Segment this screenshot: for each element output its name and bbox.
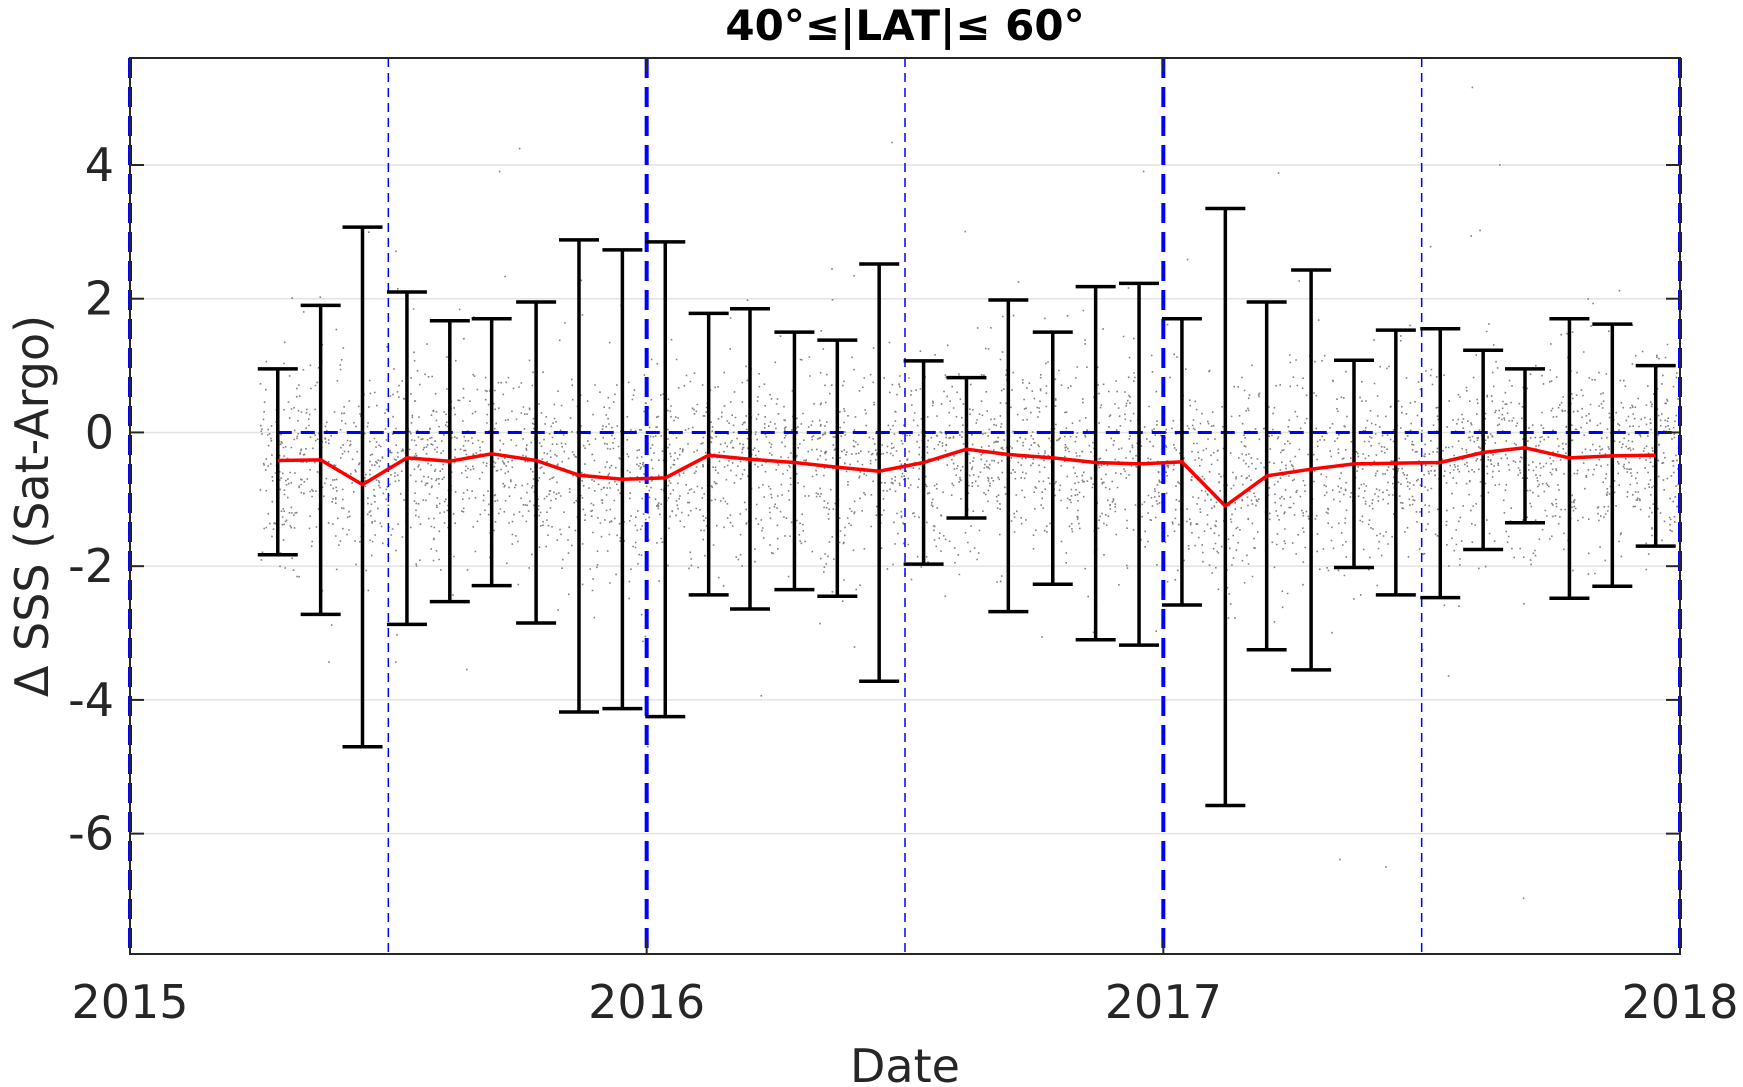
errorbar — [342, 225, 383, 749]
x-tick-label: 2017 — [1105, 975, 1222, 1029]
y-axis-label: Δ SSS (Sat-Argo) — [5, 315, 59, 697]
x-tick-label: 2018 — [1621, 975, 1738, 1029]
mean-line — [277, 446, 1656, 508]
x-tick-label: 2015 — [71, 975, 188, 1029]
y-tick-label: -4 — [68, 673, 114, 727]
x-tick-labels: 2015 2016 2017 2018 — [71, 975, 1738, 1029]
errorbar — [1463, 348, 1504, 552]
mean-line-path — [277, 446, 1656, 508]
errorbar — [516, 300, 557, 625]
y-tick-label: -6 — [68, 807, 114, 861]
y-tick-label: -2 — [68, 539, 114, 593]
y-tick-labels: -6 -4 -2 0 2 4 — [68, 138, 114, 861]
errorbar — [1505, 367, 1545, 525]
errorbar — [1635, 363, 1676, 548]
x-axis-label: Date — [850, 1039, 960, 1087]
chart-title: 40°≤|LAT|≤ 60° — [725, 1, 1084, 50]
plot-frame — [129, 57, 1681, 955]
y-tick-label: 4 — [85, 138, 114, 192]
axis-ticks — [129, 58, 1681, 954]
y-tick-label: 0 — [85, 405, 114, 459]
x-tick-label: 2016 — [588, 975, 705, 1029]
y-tick-label: 2 — [85, 272, 114, 326]
errorbar — [257, 367, 298, 557]
